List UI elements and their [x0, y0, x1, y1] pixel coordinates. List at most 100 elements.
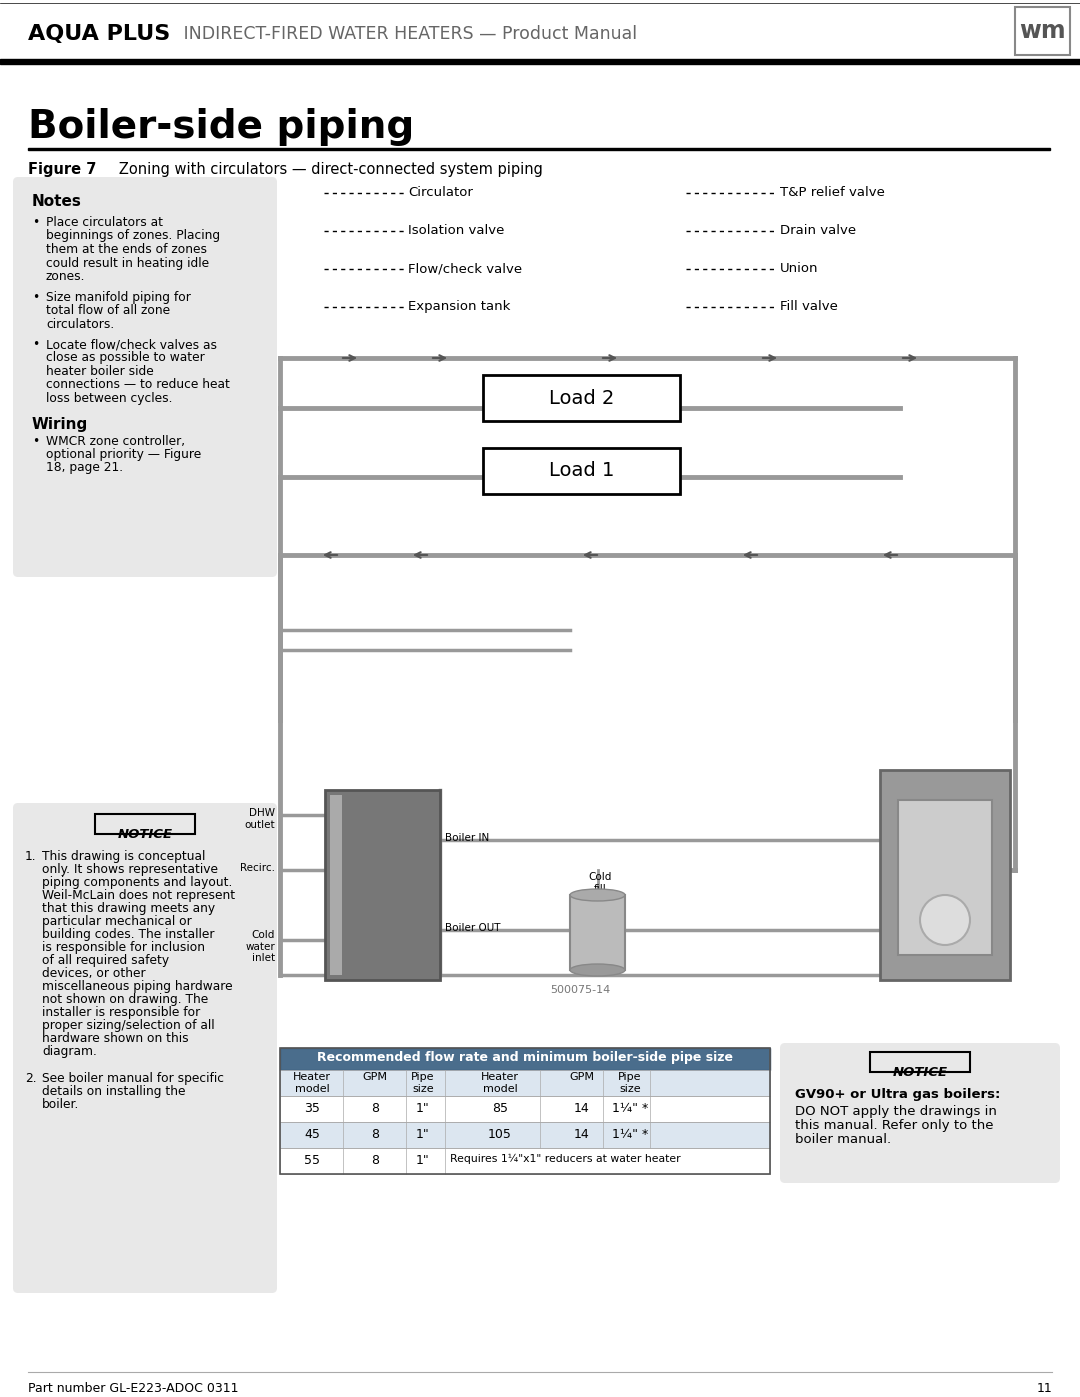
Text: 18, page 21.: 18, page 21.	[46, 461, 123, 475]
Text: See boiler manual for specific: See boiler manual for specific	[42, 1071, 224, 1085]
FancyBboxPatch shape	[780, 1044, 1059, 1183]
Text: GV90+ or Ultra gas boilers:: GV90+ or Ultra gas boilers:	[795, 1088, 1000, 1101]
Text: 8: 8	[372, 1102, 379, 1115]
Text: Isolation valve: Isolation valve	[408, 224, 504, 237]
Text: Pipe
size: Pipe size	[618, 1071, 642, 1094]
Text: 500075-14: 500075-14	[550, 985, 610, 995]
Bar	[28, 148, 1050, 149]
Text: them at the ends of zones: them at the ends of zones	[46, 243, 207, 256]
Text: 1": 1"	[416, 1127, 430, 1141]
FancyBboxPatch shape	[13, 177, 276, 577]
Text: piping components and layout.: piping components and layout.	[42, 876, 232, 888]
Text: T&P relief valve: T&P relief valve	[780, 186, 885, 198]
Text: Recirc.: Recirc.	[240, 863, 275, 873]
Text: Boiler-side piping: Boiler-side piping	[28, 108, 415, 147]
Text: Union: Union	[780, 263, 819, 275]
Text: only. It shows representative: only. It shows representative	[42, 863, 218, 876]
Text: devices, or other: devices, or other	[42, 967, 146, 981]
Text: WMCR zone controller,: WMCR zone controller,	[46, 434, 185, 447]
Text: DHW
outlet: DHW outlet	[244, 807, 275, 830]
Bar	[1015, 7, 1070, 54]
Text: Recommended flow rate and minimum boiler-side pipe size: Recommended flow rate and minimum boiler…	[318, 1051, 733, 1065]
Text: •: •	[32, 291, 39, 303]
Text: heater boiler side: heater boiler side	[46, 365, 153, 379]
Text: Cold
fill: Cold fill	[589, 872, 611, 894]
Text: NOTICE: NOTICE	[118, 828, 173, 841]
Text: 2.: 2.	[25, 1071, 37, 1085]
Text: 1": 1"	[416, 1102, 430, 1115]
Text: beginnings of zones. Placing: beginnings of zones. Placing	[46, 229, 220, 243]
Text: building codes. The installer: building codes. The installer	[42, 928, 215, 942]
Text: 85: 85	[492, 1102, 508, 1115]
Text: boiler.: boiler.	[42, 1098, 79, 1111]
Text: hardware shown on this: hardware shown on this	[42, 1032, 189, 1045]
Text: Place circulators at: Place circulators at	[46, 217, 163, 229]
Bar	[280, 1148, 770, 1173]
Text: Requires 1¼"x1" reducers at water heater: Requires 1¼"x1" reducers at water heater	[450, 1154, 680, 1164]
Text: This drawing is conceptual: This drawing is conceptual	[42, 849, 205, 863]
Text: wm: wm	[1018, 20, 1065, 43]
Text: Notes: Notes	[32, 194, 82, 210]
Text: miscellaneous piping hardware: miscellaneous piping hardware	[42, 981, 232, 993]
Bar	[880, 770, 1010, 981]
Text: Pipe
size: Pipe size	[411, 1071, 435, 1094]
Text: GPM: GPM	[569, 1071, 594, 1083]
Text: 55: 55	[303, 1154, 320, 1166]
Bar	[280, 1048, 770, 1070]
Text: Boiler OUT: Boiler OUT	[445, 923, 500, 933]
Text: that this drawing meets any: that this drawing meets any	[42, 902, 215, 915]
Text: loss between cycles.: loss between cycles.	[46, 393, 173, 405]
Bar	[280, 1048, 770, 1173]
Text: of all required safety: of all required safety	[42, 954, 170, 967]
Text: 1¼" *: 1¼" *	[612, 1127, 648, 1141]
Text: 8: 8	[372, 1127, 379, 1141]
Bar	[897, 800, 993, 956]
Text: Boiler IN: Boiler IN	[445, 833, 489, 842]
Bar	[870, 1052, 970, 1071]
Text: total flow of all zone: total flow of all zone	[46, 305, 171, 317]
Text: INDIRECT-FIRED WATER HEATERS — Product Manual: INDIRECT-FIRED WATER HEATERS — Product M…	[178, 25, 637, 43]
Text: 11: 11	[1036, 1382, 1052, 1396]
Text: Expansion tank: Expansion tank	[408, 300, 511, 313]
Text: details on installing the: details on installing the	[42, 1085, 186, 1098]
Bar	[0, 0, 1080, 59]
Text: Cold
water
inlet: Cold water inlet	[245, 930, 275, 963]
Text: is responsible for inclusion: is responsible for inclusion	[42, 942, 205, 954]
Text: NOTICE: NOTICE	[892, 1066, 947, 1078]
Bar	[95, 814, 195, 834]
FancyBboxPatch shape	[13, 803, 276, 1294]
Text: 8: 8	[372, 1154, 379, 1166]
Text: GPM: GPM	[363, 1071, 388, 1083]
Text: •: •	[32, 338, 39, 351]
Text: proper sizing/selection of all: proper sizing/selection of all	[42, 1018, 215, 1032]
Ellipse shape	[570, 888, 625, 901]
Bar	[280, 1122, 770, 1148]
Text: connections — to reduce heat: connections — to reduce heat	[46, 379, 230, 391]
Text: optional priority — Figure: optional priority — Figure	[46, 448, 201, 461]
Text: Part number GL-E223-ADOC 0311: Part number GL-E223-ADOC 0311	[28, 1382, 239, 1396]
Text: •: •	[32, 434, 39, 447]
Text: Figure 7: Figure 7	[28, 162, 96, 177]
Text: 105: 105	[488, 1127, 512, 1141]
Text: diagram.: diagram.	[42, 1045, 97, 1058]
Text: boiler manual.: boiler manual.	[795, 1133, 891, 1146]
Text: Heater
model: Heater model	[481, 1071, 519, 1094]
Text: could result in heating idle: could result in heating idle	[46, 257, 210, 270]
Text: 14: 14	[575, 1127, 590, 1141]
Bar	[330, 795, 342, 975]
Text: installer is responsible for: installer is responsible for	[42, 1006, 200, 1018]
Text: Size manifold piping for: Size manifold piping for	[46, 291, 191, 303]
Text: zones.: zones.	[46, 270, 85, 284]
Text: 1¼" *: 1¼" *	[612, 1102, 648, 1115]
Ellipse shape	[570, 964, 625, 977]
Text: Load 1: Load 1	[549, 461, 615, 481]
Text: Drain valve: Drain valve	[780, 224, 856, 237]
Text: Circulator: Circulator	[408, 186, 473, 198]
Text: close as possible to water: close as possible to water	[46, 352, 205, 365]
Text: Load 2: Load 2	[549, 388, 615, 408]
Text: 14: 14	[575, 1102, 590, 1115]
Bar	[0, 59, 1080, 64]
Bar	[483, 374, 680, 420]
Text: circulators.: circulators.	[46, 317, 114, 331]
Text: Flow/check valve: Flow/check valve	[408, 263, 522, 275]
